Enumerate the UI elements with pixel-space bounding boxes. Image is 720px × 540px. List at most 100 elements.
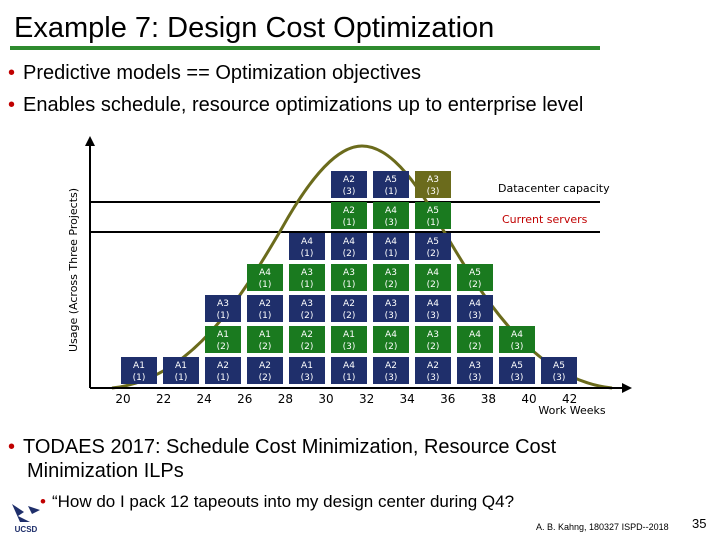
cell-label-project: A1 (133, 361, 145, 371)
y-axis-label: Usage (Across Three Projects) (67, 188, 80, 352)
x-tick-label: 32 (359, 392, 374, 406)
cell-label-project: A5 (427, 237, 439, 247)
cell-label-phase: (3) (301, 373, 314, 383)
cell-label-project: A5 (511, 361, 523, 371)
cell-label-phase: (2) (469, 280, 482, 290)
cell-label-phase: (2) (217, 342, 230, 352)
cell-label-project: A2 (343, 175, 355, 185)
footer-credit: A. B. Kahng, 180327 ISPD--2018 (536, 522, 669, 532)
cell-label-project: A5 (427, 206, 439, 216)
cell-label-project: A3 (469, 361, 481, 371)
x-tick-label: 40 (521, 392, 536, 406)
x-tick-label: 26 (237, 392, 252, 406)
cell-label-phase: (1) (427, 218, 440, 228)
cell-label-phase: (1) (259, 280, 272, 290)
cell-label-project: A1 (301, 361, 313, 371)
x-tick-label: 38 (481, 392, 496, 406)
cell-label-project: A1 (217, 330, 229, 340)
cell-label-project: A4 (385, 237, 397, 247)
x-tick-label: 28 (278, 392, 293, 406)
cell-label-project: A4 (343, 361, 355, 371)
cell-label-phase: (2) (343, 249, 356, 259)
logo-text: UCSD (15, 525, 38, 534)
cell-label-project: A3 (385, 299, 397, 309)
cell-label-phase: (3) (343, 187, 356, 197)
cell-label-project: A5 (469, 268, 481, 278)
cell-label-project: A3 (427, 330, 439, 340)
cell-label-project: A4 (511, 330, 523, 340)
current-servers-label: Current servers (502, 213, 588, 226)
cell-label-phase: (2) (427, 342, 440, 352)
cell-label-project: A4 (385, 330, 397, 340)
cell-label-phase: (3) (511, 342, 524, 352)
cell-label-phase: (3) (469, 311, 482, 321)
cell-label-phase: (1) (385, 249, 398, 259)
cell-label-phase: (1) (259, 311, 272, 321)
cell-label-phase: (2) (301, 342, 314, 352)
cell-label-project: A3 (427, 175, 439, 185)
cell-label-project: A4 (259, 268, 271, 278)
x-axis-label: Work Weeks (538, 404, 605, 417)
cell-label-project: A3 (343, 268, 355, 278)
cell-label-phase: (1) (133, 373, 146, 383)
cell-label-phase: (3) (385, 311, 398, 321)
cell-label-phase: (3) (469, 373, 482, 383)
cell-label-project: A2 (343, 299, 355, 309)
x-tick-label: 24 (197, 392, 212, 406)
cell-label-phase: (3) (343, 342, 356, 352)
cell-label-phase: (3) (427, 187, 440, 197)
cell-label-project: A2 (343, 206, 355, 216)
cell-label-phase: (2) (301, 311, 314, 321)
sub-bullet: • “How do I pack 12 tapeouts into my desi… (40, 492, 514, 512)
y-axis-arrow (85, 136, 95, 146)
cell-label-project: A1 (259, 330, 271, 340)
x-tick-label: 30 (318, 392, 333, 406)
bullet-text-3: TODAES 2017: Schedule Cost Minimization,… (23, 436, 556, 458)
logo-mark (12, 504, 30, 522)
cell-label-phase: (1) (343, 373, 356, 383)
cell-label-project: A2 (259, 299, 271, 309)
cell-label-phase: (2) (427, 249, 440, 259)
bullet-3: • TODAES 2017: Schedule Cost Minimization… (8, 436, 556, 459)
cell-label-phase: (2) (259, 373, 272, 383)
cell-label-project: A4 (343, 237, 355, 247)
cell-label-project: A4 (469, 299, 481, 309)
cell-label-phase: (3) (385, 373, 398, 383)
cell-label-phase: (2) (469, 342, 482, 352)
cell-label-project: A5 (553, 361, 565, 371)
schedule-diagram: A1 (1) A1 (1) A2 (1) A1 (2) A3 (1) A2 (2) A1 (2) A2 (1)… (0, 0, 720, 430)
cell-label-phase: (2) (343, 311, 356, 321)
cell-label-phase: (3) (511, 373, 524, 383)
cell-label-project: A3 (217, 299, 229, 309)
cell-label-phase: (2) (385, 280, 398, 290)
cell-label-phase: (1) (385, 187, 398, 197)
cell-label-project: A3 (385, 268, 397, 278)
cell-label-project: A5 (385, 175, 397, 185)
cell-label-project: A4 (385, 206, 397, 216)
cell-label-project: A4 (427, 268, 439, 278)
cell-label-phase: (2) (259, 342, 272, 352)
cell-label-project: A4 (301, 237, 313, 247)
datacenter-capacity-label: Datacenter capacity (498, 182, 610, 195)
x-tick-label: 36 (440, 392, 455, 406)
cell-label-phase: (1) (175, 373, 188, 383)
cell-label-phase: (1) (301, 249, 314, 259)
cell-label-phase: (1) (343, 280, 356, 290)
x-tick-label: 22 (156, 392, 171, 406)
cell-label-phase: (3) (385, 218, 398, 228)
cell-label-project: A2 (217, 361, 229, 371)
cell-label-phase: (1) (343, 218, 356, 228)
cell-label-phase: (2) (385, 342, 398, 352)
ucsd-logo: UCSD (6, 500, 46, 534)
cell-label-project: A2 (385, 361, 397, 371)
cell-label-phase: (2) (427, 280, 440, 290)
bullet-dot: • (8, 436, 15, 458)
cell-label-phase: (1) (301, 280, 314, 290)
cell-label-project: A4 (469, 330, 481, 340)
cell-label-project: A4 (427, 299, 439, 309)
cell-label-project: A2 (301, 330, 313, 340)
cell-label-project: A1 (175, 361, 187, 371)
bullet-3-continued: Minimization ILPs (27, 460, 184, 483)
cell-label-phase: (1) (217, 373, 230, 383)
x-axis-arrow (622, 383, 632, 393)
